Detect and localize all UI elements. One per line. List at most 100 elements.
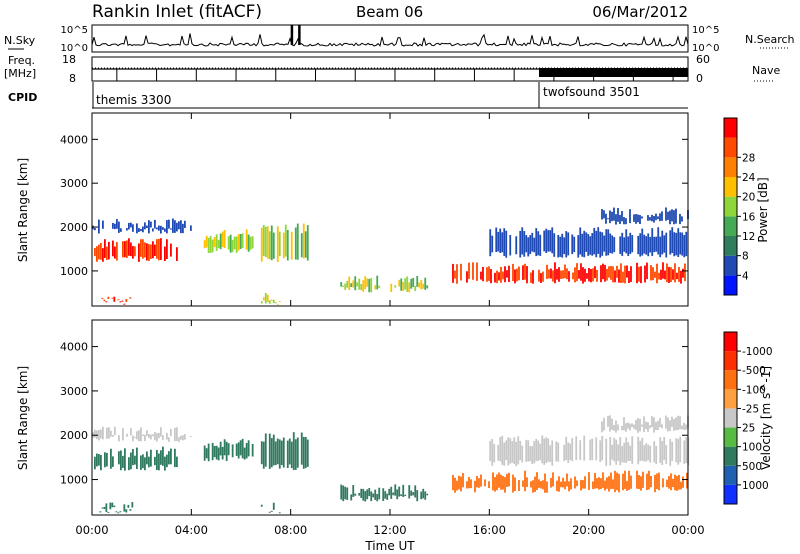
heat-cell [492, 472, 494, 491]
heat-cell [162, 435, 164, 441]
heat-cell [610, 472, 612, 489]
heat-cell [306, 439, 309, 467]
heat-cell [404, 494, 407, 496]
heat-cell [266, 226, 269, 259]
heat-cell [566, 268, 568, 280]
heat-cell [160, 238, 162, 261]
heat-cell [420, 491, 423, 500]
heat-cell [374, 489, 377, 500]
heat-cell [270, 299, 273, 301]
heat-cell [659, 213, 661, 222]
colorbar-tick-label: 500 [742, 461, 762, 473]
heat-cell [675, 417, 677, 431]
heat-cell [539, 234, 542, 256]
heat-cell [565, 436, 568, 460]
heat-cell [276, 226, 279, 262]
heat-cell [378, 487, 381, 500]
heat-cell [605, 438, 608, 466]
heat-cell [138, 228, 140, 232]
heat-cell [603, 235, 606, 252]
colorbar-swatch [724, 196, 737, 217]
heat-cell [658, 272, 660, 280]
heat-cell [288, 438, 291, 465]
heat-cell [576, 480, 578, 487]
heat-cell [497, 445, 500, 461]
heat-cell [582, 480, 584, 489]
heat-cell [625, 423, 627, 432]
heat-cell [647, 422, 649, 432]
heat-cell [619, 437, 622, 466]
heat-cell [567, 442, 570, 463]
heat-cell [306, 225, 309, 261]
heat-cell [400, 494, 403, 497]
heat-cell [599, 440, 602, 463]
heat-cell [607, 229, 610, 256]
heat-cell [635, 214, 637, 224]
heat-cell [562, 270, 564, 279]
heat-cell [604, 264, 606, 282]
heat-cell [531, 446, 534, 464]
heat-cell [112, 240, 114, 257]
heat-cell [203, 445, 206, 461]
heat-cell [370, 277, 373, 293]
heat-cell [414, 285, 417, 292]
time-axis-ticks: 00:00 04:00 08:00 12:00 16:00 20:00 00:00 [75, 113, 705, 537]
colorbar-swatch [724, 157, 737, 177]
heat-cell [668, 266, 670, 283]
range-tick-label: 4000 [60, 341, 88, 354]
heat-cell [527, 440, 530, 462]
heat-cell [164, 246, 166, 262]
heat-cell [589, 439, 592, 461]
heat-cell [665, 207, 667, 221]
heat-cell [286, 440, 289, 468]
heat-cell [609, 233, 612, 254]
heat-cell [217, 239, 220, 249]
heat-cell [556, 480, 558, 492]
heat-cell [678, 474, 680, 490]
heat-cell [619, 214, 621, 225]
heat-cell [290, 441, 293, 469]
heat-cell [109, 502, 112, 510]
colorbar-swatch [724, 332, 737, 352]
heat-cell [176, 427, 178, 441]
heat-cell [466, 481, 468, 489]
colorbar-tick-label: -100 [742, 384, 766, 396]
heat-cell [621, 425, 623, 431]
heat-cell [166, 239, 168, 260]
heat-cell [623, 237, 626, 252]
heat-cell [526, 477, 528, 488]
heat-cell [553, 233, 556, 257]
heat-cell [452, 263, 454, 283]
heat-cell [677, 228, 680, 257]
heat-cell [356, 282, 359, 287]
heat-cell [270, 438, 273, 468]
heat-cell [491, 438, 494, 466]
heat-cell [607, 218, 609, 220]
heat-cell [655, 236, 658, 252]
heat-cell [625, 229, 628, 254]
heat-cell [540, 273, 542, 283]
heat-cell [667, 211, 669, 220]
freq-left-tick-top: 18 [62, 53, 76, 66]
heat-cell [296, 437, 299, 468]
colorbar-swatch [724, 465, 737, 485]
heat-cell [674, 263, 676, 283]
heat-cell [178, 437, 180, 442]
heat-cell [613, 237, 616, 253]
heat-cell [655, 445, 658, 465]
heat-cell [629, 423, 631, 431]
heat-cell [613, 437, 616, 462]
heat-cell [579, 440, 582, 461]
heat-cell [495, 227, 498, 253]
heat-cell [617, 208, 619, 222]
heat-cell [98, 244, 100, 260]
heat-cell [104, 239, 106, 258]
heat-cell [136, 223, 138, 234]
heat-cell [398, 486, 401, 497]
heat-cell [119, 511, 122, 513]
heat-cell [103, 299, 106, 302]
heat-cell [105, 301, 108, 303]
heat-cell [504, 266, 506, 283]
heat-cell [412, 277, 415, 288]
heat-cell [484, 479, 486, 487]
